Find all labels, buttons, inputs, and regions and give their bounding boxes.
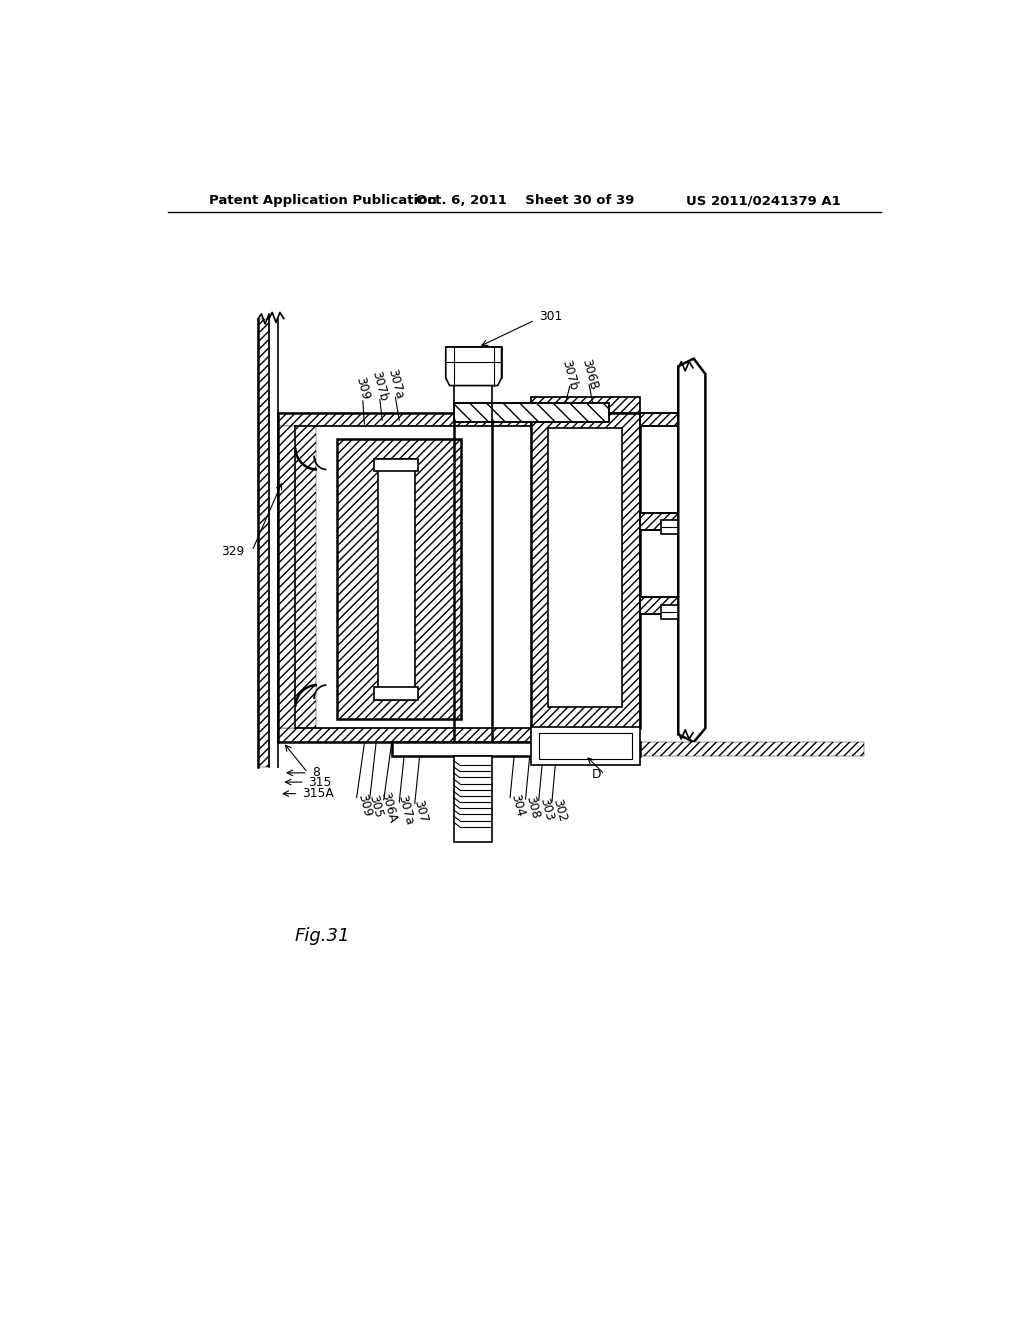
Text: 306B: 306B: [579, 356, 599, 391]
Text: 308: 308: [523, 795, 542, 821]
Bar: [454, 404, 608, 422]
Text: 315: 315: [308, 776, 331, 788]
Text: 307: 307: [411, 799, 429, 824]
Bar: [454, 756, 493, 842]
Bar: [531, 397, 640, 412]
Bar: [531, 412, 640, 729]
Bar: [640, 412, 678, 426]
Text: 305: 305: [367, 793, 385, 818]
Text: 303: 303: [538, 796, 556, 822]
Bar: [640, 512, 678, 529]
Text: D: D: [592, 768, 602, 781]
Bar: [454, 404, 608, 422]
Text: 307b: 307b: [370, 370, 390, 403]
Bar: [662, 520, 678, 535]
Text: Oct. 6, 2011    Sheet 30 of 39: Oct. 6, 2011 Sheet 30 of 39: [416, 194, 634, 207]
Text: 8: 8: [312, 767, 321, 779]
Bar: [548, 428, 623, 706]
Bar: [391, 742, 864, 756]
Text: Fig.31: Fig.31: [295, 927, 350, 945]
Bar: [640, 512, 678, 529]
Bar: [531, 726, 640, 766]
Text: 309: 309: [353, 375, 372, 401]
Bar: [531, 412, 640, 729]
Bar: [337, 440, 461, 719]
Polygon shape: [678, 359, 706, 742]
Bar: [375, 688, 418, 700]
Text: 309: 309: [355, 792, 374, 818]
Text: 304: 304: [508, 792, 526, 818]
Bar: [279, 426, 315, 729]
Bar: [662, 605, 678, 619]
Text: 307a: 307a: [385, 367, 406, 400]
Bar: [445, 347, 502, 378]
Bar: [375, 459, 418, 471]
Text: 307a: 307a: [395, 793, 416, 826]
Polygon shape: [445, 347, 502, 385]
Text: 329: 329: [221, 545, 245, 557]
Bar: [391, 742, 640, 756]
Bar: [640, 597, 678, 614]
Bar: [539, 733, 632, 759]
Bar: [378, 459, 415, 700]
Bar: [640, 412, 678, 426]
Text: 302: 302: [550, 797, 569, 824]
Text: 301: 301: [539, 310, 562, 323]
Bar: [279, 729, 531, 742]
Text: Patent Application Publication: Patent Application Publication: [209, 194, 437, 207]
Bar: [279, 412, 531, 426]
Text: US 2011/0241379 A1: US 2011/0241379 A1: [686, 194, 841, 207]
Bar: [258, 318, 269, 767]
Bar: [531, 397, 640, 412]
Text: 315A: 315A: [302, 787, 334, 800]
Text: 306A: 306A: [378, 791, 399, 825]
Text: 307b: 307b: [559, 359, 580, 392]
Bar: [454, 347, 494, 378]
Bar: [337, 440, 461, 719]
Bar: [640, 597, 678, 614]
